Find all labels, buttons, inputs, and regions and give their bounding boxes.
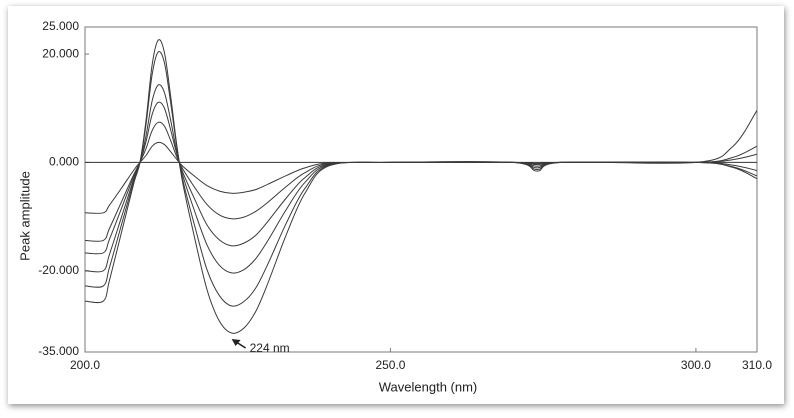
y-axis-label: Peak amplitude — [17, 171, 32, 261]
plot-area — [84, 26, 758, 353]
y-tick-label: -20.000 — [38, 263, 79, 277]
x-tick-label: 200.0 — [70, 358, 100, 372]
chart-frame: Peak amplitude Wavelength (nm) -35.000 -2… — [8, 6, 784, 404]
x-tick-label: 310.0 — [742, 358, 772, 372]
y-tick-label: 25.000 — [42, 19, 79, 33]
spectrum-line — [85, 141, 757, 214]
annotation-label: 224 nm — [250, 341, 290, 355]
x-tick-label: 300.0 — [681, 358, 711, 372]
chart: Peak amplitude Wavelength (nm) -35.000 -2… — [17, 19, 772, 394]
y-tick-label: -35.000 — [38, 344, 79, 358]
x-axis-label: Wavelength (nm) — [379, 379, 478, 394]
x-tick-label: 250.0 — [375, 358, 405, 372]
annotation-arrowhead — [231, 339, 241, 346]
y-tick-label: 0.000 — [49, 155, 79, 169]
y-tick-label: 20.000 — [42, 46, 79, 60]
